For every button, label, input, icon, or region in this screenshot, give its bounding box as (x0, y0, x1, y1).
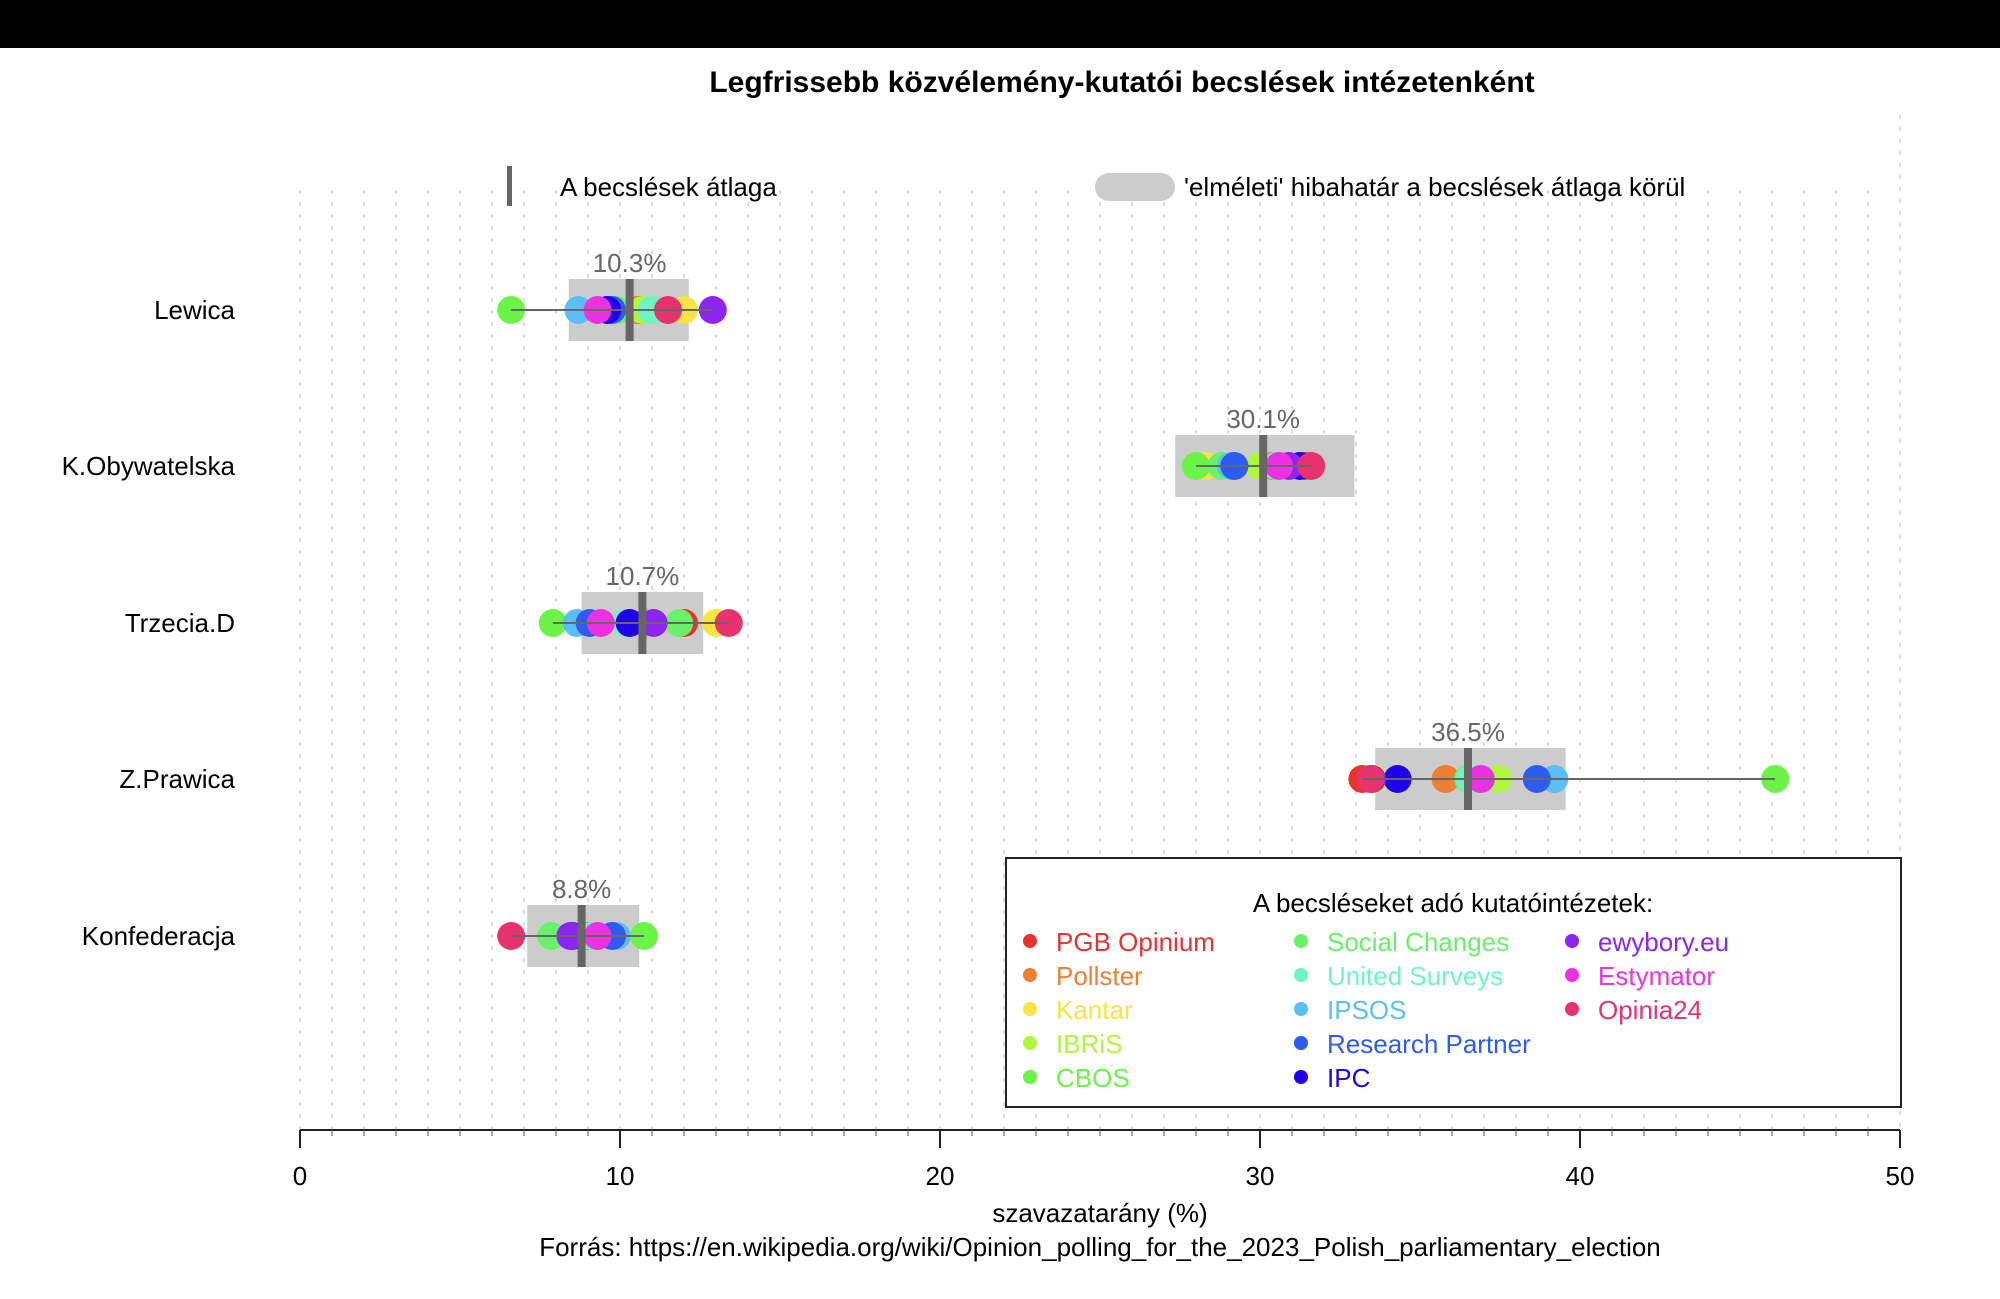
pollster-legend: A becsléseket adó kutatóintézetek: PGB O… (1005, 857, 1902, 1108)
legend-dot (1565, 1002, 1579, 1016)
party-label: Trzecia.D (125, 608, 235, 638)
legend-dot (1294, 968, 1308, 982)
top-black-bar (0, 0, 2000, 48)
legend-dot (1023, 1070, 1037, 1084)
legend-label: CBOS (1056, 1063, 1130, 1093)
x-tick-label: 0 (293, 1161, 307, 1191)
legend-dot (1294, 1036, 1308, 1050)
legend-dot (1294, 934, 1308, 948)
mean-legend-label: A becslések átlaga (560, 172, 777, 202)
chart-title: Legfrissebb közvélemény-kutatói becslése… (709, 66, 1534, 99)
margin-legend-swatch (1095, 173, 1175, 201)
mean-legend-bar (507, 166, 512, 206)
mean-bar (1259, 435, 1268, 497)
legend-label: United Surveys (1327, 961, 1503, 991)
mean-bar (638, 592, 647, 654)
party-row-konfederacja: Konfederacja 8.8% (82, 874, 658, 967)
x-tick-label: 30 (1246, 1161, 1275, 1191)
legend-label: PGB Opinium (1056, 927, 1215, 957)
margin-legend-label: 'elméleti' hibahatár a becslések átlaga … (1184, 172, 1685, 202)
legend-item: Opinia24 (1565, 995, 1702, 1025)
legend-label: Social Changes (1327, 927, 1509, 957)
legend-item: Social Changes (1294, 927, 1509, 957)
mean-bar (625, 279, 634, 341)
legend-dot (1023, 1036, 1037, 1050)
legend-item: United Surveys (1294, 961, 1503, 991)
legend-label: ewybory.eu (1598, 927, 1729, 957)
x-tick-label: 20 (926, 1161, 955, 1191)
party-row-zprawica: Z.Prawica 36.5% (119, 717, 1790, 810)
legend-title: A becsléseket adó kutatóintézetek: (1253, 888, 1653, 918)
legend-item: Kantar (1023, 995, 1133, 1025)
legend-item: Estymator (1565, 961, 1715, 991)
party-label: Lewica (154, 295, 235, 325)
mean-label: 8.8% (552, 874, 611, 904)
legend-label: Pollster (1056, 961, 1143, 991)
legend-dot (1023, 1002, 1037, 1016)
top-legend: A becslések átlaga 'elméleti' hibahatár … (507, 166, 1685, 206)
source-caption: Forrás: https://en.wikipedia.org/wiki/Op… (539, 1232, 1661, 1262)
legend-dot (1023, 934, 1037, 948)
legend-item: Research Partner (1294, 1029, 1531, 1059)
party-label: Z.Prawica (119, 764, 235, 794)
legend-dot (1565, 968, 1579, 982)
mean-bar (577, 905, 586, 967)
legend-item: IPC (1294, 1063, 1370, 1093)
legend-box (1005, 857, 1902, 1108)
party-label: Konfederacja (82, 921, 236, 951)
legend-label: Opinia24 (1598, 995, 1702, 1025)
x-tick-label: 50 (1886, 1161, 1915, 1191)
legend-item: PGB Opinium (1023, 927, 1215, 957)
legend-dot (1565, 934, 1579, 948)
legend-item: CBOS (1023, 1063, 1130, 1093)
legend-label: IPSOS (1327, 995, 1406, 1025)
mean-label: 10.7% (606, 561, 680, 591)
party-row-kobywatelska: K.Obywatelska 30.1% (62, 404, 1355, 497)
party-row-trzeciad: Trzecia.D 10.7% (125, 561, 743, 654)
legend-item: IPSOS (1294, 995, 1406, 1025)
legend-label: Estymator (1598, 961, 1715, 991)
x-axis-label: szavazatarány (%) (992, 1198, 1207, 1228)
legend-label: IPC (1327, 1063, 1370, 1093)
legend-dot (1023, 968, 1037, 982)
mean-label: 10.3% (593, 248, 667, 278)
x-tick-label: 10 (606, 1161, 635, 1191)
legend-dot (1294, 1070, 1308, 1084)
x-tick-label: 40 (1566, 1161, 1595, 1191)
legend-item: ewybory.eu (1565, 927, 1729, 957)
party-row-lewica: Lewica 10.3% (154, 248, 727, 341)
x-axis: 0 10 20 30 40 50 szavazatarány (%) Forrás: ht… (293, 1129, 1915, 1262)
legend-label: Research Partner (1327, 1029, 1531, 1059)
legend-item: Pollster (1023, 961, 1143, 991)
party-label: K.Obywatelska (62, 451, 236, 481)
mean-label: 30.1% (1226, 404, 1300, 434)
mean-bar (1464, 748, 1472, 810)
legend-label: IBRiS (1056, 1029, 1122, 1059)
legend-label: Kantar (1056, 995, 1133, 1025)
legend-dot (1294, 1002, 1308, 1016)
party-rows: Lewica 10.3% K.Obywatelska 30.1% Trzecia.D 10… (62, 248, 1790, 967)
mean-label: 36.5% (1431, 717, 1505, 747)
legend-item: IBRiS (1023, 1029, 1122, 1059)
